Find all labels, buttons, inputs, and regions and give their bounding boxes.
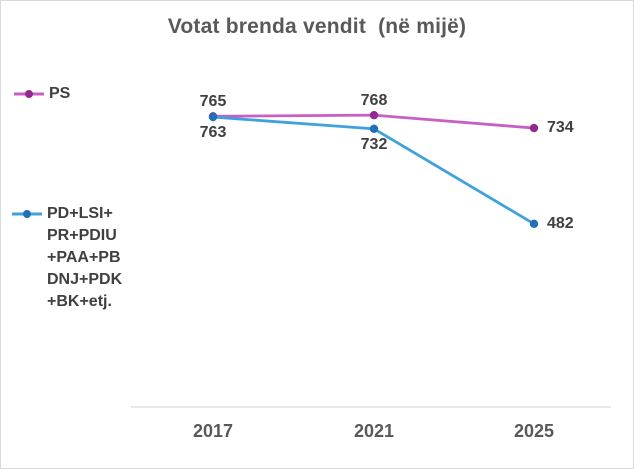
opposition-line-swatch-icon xyxy=(12,210,42,218)
chart-title: Votat brenda vendit (në mijë) xyxy=(167,15,467,38)
data-point-marker xyxy=(369,110,379,120)
data-label: 482 xyxy=(547,214,574,232)
ps-line-swatch-icon xyxy=(14,90,44,98)
data-point-marker xyxy=(208,112,218,122)
series-line-opposition xyxy=(211,115,536,226)
legend-item-opposition[interactable]: PD+LSI+ PR+PDIU +PAA+PB DNJ+PDK +BK+etj. xyxy=(11,203,122,313)
data-label: 734 xyxy=(547,119,574,137)
data-label: 732 xyxy=(360,135,388,153)
legend-item-ps[interactable]: PS xyxy=(13,83,70,105)
x-axis-tick-label: 2017 xyxy=(192,421,234,441)
data-point-marker xyxy=(369,124,379,134)
x-axis-tick-label: 2025 xyxy=(513,421,555,441)
data-label: 763 xyxy=(199,124,227,142)
x-axis-tick-label: 2021 xyxy=(353,421,395,441)
data-label: 765 xyxy=(199,93,227,111)
legend-label-opposition: PD+LSI+ PR+PDIU +PAA+PB DNJ+PDK +BK+etj. xyxy=(47,205,123,310)
legend-label-ps: PS xyxy=(49,85,71,102)
data-point-marker xyxy=(529,123,539,133)
data-point-marker xyxy=(529,219,539,229)
data-label: 768 xyxy=(360,92,388,110)
